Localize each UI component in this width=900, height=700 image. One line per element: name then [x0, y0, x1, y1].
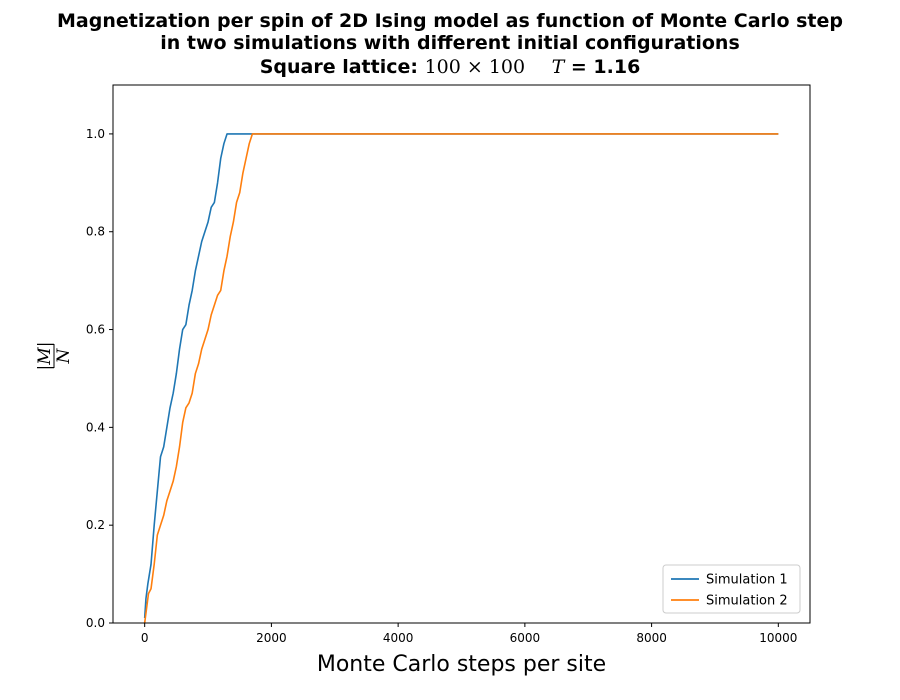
- chart-title-line-2: in two simulations with different initia…: [160, 32, 740, 54]
- x-tick-label: 10000: [759, 631, 797, 645]
- y-axis-label-numerator: |M|: [35, 342, 55, 371]
- series-line-2: [143, 133, 779, 623]
- y-tick-label: 1.0: [86, 127, 105, 141]
- y-axis-label-denominator: N: [54, 347, 74, 364]
- title-lattice-size: 100 × 100: [424, 56, 526, 78]
- y-tick-label: 0.6: [86, 323, 105, 337]
- chart-title-line-1: Magnetization per spin of 2D Ising model…: [57, 10, 843, 32]
- axes-frame: [112, 84, 811, 624]
- x-ticks: 0 2000 4000 6000 8000 10000: [141, 623, 797, 645]
- title-temperature-symbol: T: [551, 56, 565, 78]
- legend-label-1: Simulation 1: [706, 573, 788, 588]
- y-tick-label: 0.8: [86, 225, 105, 239]
- legend-box: [662, 564, 801, 614]
- y-axis-label: |M| N: [35, 342, 74, 371]
- y-tick-label: 0.4: [86, 420, 105, 434]
- series-line-1: [143, 133, 779, 619]
- x-tick-label: 8000: [636, 631, 667, 645]
- legend: Simulation 1 Simulation 2: [662, 564, 801, 614]
- x-tick-label: 2000: [256, 631, 287, 645]
- x-axis-label: Monte Carlo steps per site: [317, 652, 606, 677]
- y-tick-label: 0.0: [86, 616, 105, 630]
- chart-title-line-3: Square lattice: 100 × 100 T = 1.16: [0, 56, 900, 78]
- x-tick-label: 0: [141, 631, 149, 645]
- legend-label-2: Simulation 2: [706, 594, 788, 609]
- title-lattice-prefix: Square lattice:: [259, 56, 418, 78]
- x-tick-label: 4000: [383, 631, 414, 645]
- y-tick-label: 0.2: [86, 518, 105, 532]
- series-group: [143, 133, 779, 623]
- y-ticks: 0.0 0.2 0.4 0.6 0.8 1.0: [86, 127, 113, 630]
- x-tick-label: 6000: [510, 631, 541, 645]
- title-temperature-value: = 1.16: [570, 56, 641, 78]
